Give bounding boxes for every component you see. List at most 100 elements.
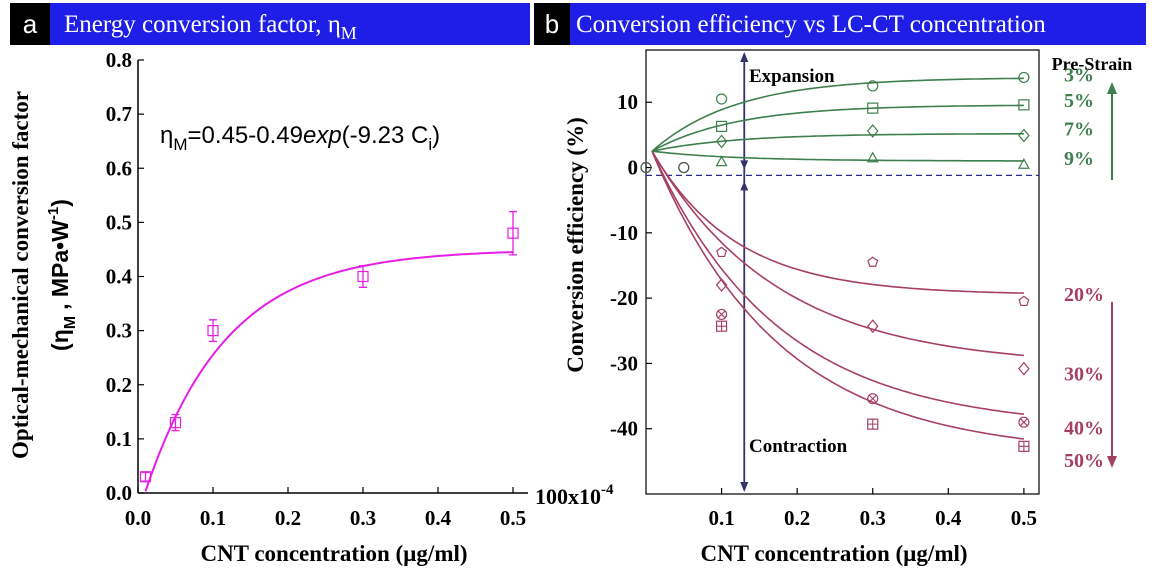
panel-a-error-bar xyxy=(209,319,217,343)
panel-b-origin-marker xyxy=(640,161,652,174)
panel-b-data-point xyxy=(1018,440,1030,452)
panel-b-data-point xyxy=(715,155,728,167)
panel-a-y-tick-label: 0.6 xyxy=(106,156,132,180)
panel-b-fit-curve xyxy=(651,150,1024,294)
panel-a-data-point xyxy=(139,471,152,483)
panel-b-arrowhead-top xyxy=(740,52,749,62)
panel-b-contraction-label: Contraction xyxy=(749,436,848,457)
panel-b-y-tick-label: -30 xyxy=(610,351,638,375)
panel-a-x-tick-label: 0.0 xyxy=(125,506,151,530)
panel-b-data-point xyxy=(715,278,728,292)
panel-a-y-tick-label: 0.0 xyxy=(106,481,132,505)
panel-a-ylabel: Optical-mechanical conversion factor xyxy=(8,91,33,459)
panel-b-series-label: 5% xyxy=(1064,90,1094,112)
panel-a-title: Energy conversion factor, ηM xyxy=(64,11,357,43)
panel-b-x-tick-label: 0.4 xyxy=(935,506,962,530)
panel-b-plot-area xyxy=(640,52,1039,492)
panel-b-series-label: 9% xyxy=(1064,148,1094,170)
panel-b-data-point xyxy=(716,246,728,258)
panel-a-y-tick-label: 0.3 xyxy=(106,319,132,343)
panel-b-data-point xyxy=(867,418,879,430)
panel-b-expansion-label: Expansion xyxy=(749,66,835,87)
panel-b-series-labels: 3% 5% 7% 9% 20% 30% 40% 50% xyxy=(1064,64,1104,471)
panel-b-arrowhead-mid-up xyxy=(740,160,749,170)
panel-a-x-ticks: 0.0 0.1 0.2 0.3 0.4 0.5 xyxy=(125,487,526,530)
panel-b-series-label: 20% xyxy=(1064,284,1104,306)
panel-b-x-ticks: 0.1 0.2 0.3 0.4 0.5 xyxy=(708,488,1037,530)
panel-b-x-tick-label: 0.2 xyxy=(784,506,810,530)
panel-b-data-point xyxy=(1018,361,1030,376)
panel-b-fit-curve xyxy=(651,133,1024,152)
panel-b-ybottom-label: 100x10-4 xyxy=(535,482,614,509)
panel-a-plot-area xyxy=(139,210,519,492)
panel-a-xlabel: CNT concentration (µg/ml) xyxy=(200,541,467,566)
panel-b-fit-curve xyxy=(651,104,1024,152)
panel-b-x-tick-label: 0.1 xyxy=(708,506,734,530)
panel-b-data-point xyxy=(1018,71,1030,84)
panel-b-y-tick-label: -20 xyxy=(610,286,638,310)
panel-b-data-point xyxy=(715,120,728,132)
panel-b-data-point xyxy=(866,319,879,334)
panel-a-data-point xyxy=(357,270,369,283)
panel-b-letter-box xyxy=(534,3,570,45)
panel-b-data-point xyxy=(715,320,728,332)
panel-b-series-label: 30% xyxy=(1064,364,1104,386)
panel-a-x-tick-label: 0.2 xyxy=(275,506,301,530)
panel-b-series-label: 3% xyxy=(1064,64,1094,86)
panel-b-data-point xyxy=(1018,128,1030,143)
panel-a-x-tick-label: 0.4 xyxy=(425,506,452,530)
panel-a-y-ticks: 0.0 0.1 0.2 0.3 0.4 0.5 0.6 0.7 0.8 xyxy=(106,48,144,505)
panel-a-error-bar xyxy=(359,265,367,288)
panel-b-origin-marker xyxy=(678,161,690,174)
panel-a-letter-box xyxy=(10,3,50,45)
panel-a-fit-curve xyxy=(144,251,514,492)
panel-b-data-point xyxy=(1018,295,1030,307)
panel-b-x-tick-label: 0.5 xyxy=(1011,506,1037,530)
panel-b-ylabel: Conversion efficiency (%) xyxy=(563,117,588,373)
panel-a: a Energy conversion factor, ηM 0.0 0.1 0.2… xyxy=(8,3,530,566)
panel-a-y-tick-label: 0.7 xyxy=(106,102,132,126)
panel-b-data-point xyxy=(1018,416,1030,428)
panel-b-series-label: 7% xyxy=(1064,119,1094,141)
panel-b-y-tick-label: 0 xyxy=(628,156,639,180)
panel-a-y-tick-label: 0.2 xyxy=(106,373,132,397)
panel-b-data-point xyxy=(867,102,879,114)
panel-b-series-label: 40% xyxy=(1064,418,1104,440)
panel-a-data-point xyxy=(507,227,519,239)
panel-b-data-point xyxy=(1018,99,1030,111)
panel-a-error-bar xyxy=(141,471,150,482)
panel-a-title-bar xyxy=(50,3,530,45)
panel-a-equation: ηM=0.45-0.49exp(-9.23 Ci) xyxy=(160,122,440,154)
panel-a-y-tick-label: 0.8 xyxy=(106,48,132,72)
panel-b-x-tick-label: 0.3 xyxy=(860,506,886,530)
panel-b-series-label: 50% xyxy=(1064,450,1104,472)
panel-b: b Conversion efficiency vs LC-CT concent… xyxy=(534,3,1146,566)
panel-b-fit-curve xyxy=(651,150,1024,162)
panel-b-data-point xyxy=(1017,158,1030,169)
panel-a-x-tick-label: 0.1 xyxy=(200,506,226,530)
panel-b-y-ticks: 10 0 -10 -20 -30 -40 xyxy=(610,90,652,441)
panel-b-prestrain-label: Pre-Strain xyxy=(1052,54,1133,74)
panel-b-red-arrowhead xyxy=(1107,456,1117,468)
panel-a-data-point xyxy=(169,417,182,429)
panel-a-x-tick-label: 0.3 xyxy=(350,506,376,530)
panel-b-arrowhead-mid-down xyxy=(740,181,749,191)
panel-a-y-tick-label: 0.4 xyxy=(106,265,133,289)
panel-b-data-point xyxy=(866,124,879,138)
panel-b-arrowhead-bottom xyxy=(740,482,749,492)
panel-b-y-tick-label: -10 xyxy=(610,221,638,245)
panel-b-data-point xyxy=(867,80,879,92)
panel-a-letter: a xyxy=(23,9,38,39)
panel-b-data-point xyxy=(715,308,728,321)
panel-b-fit-curve xyxy=(651,150,1025,440)
panel-a-ylabel-unit: (ηM, MPa•W-1) xyxy=(45,199,79,351)
panel-a-error-bar xyxy=(509,210,517,256)
panel-b-fit-curve xyxy=(651,150,1024,415)
panel-a-y-tick-label: 0.5 xyxy=(106,210,132,234)
panel-b-data-point xyxy=(715,93,728,105)
panel-b-fit-curve xyxy=(651,77,1024,152)
panel-b-letter: b xyxy=(545,9,559,39)
panel-b-data-point xyxy=(715,134,728,149)
panel-b-y-tick-label: -40 xyxy=(610,417,638,441)
